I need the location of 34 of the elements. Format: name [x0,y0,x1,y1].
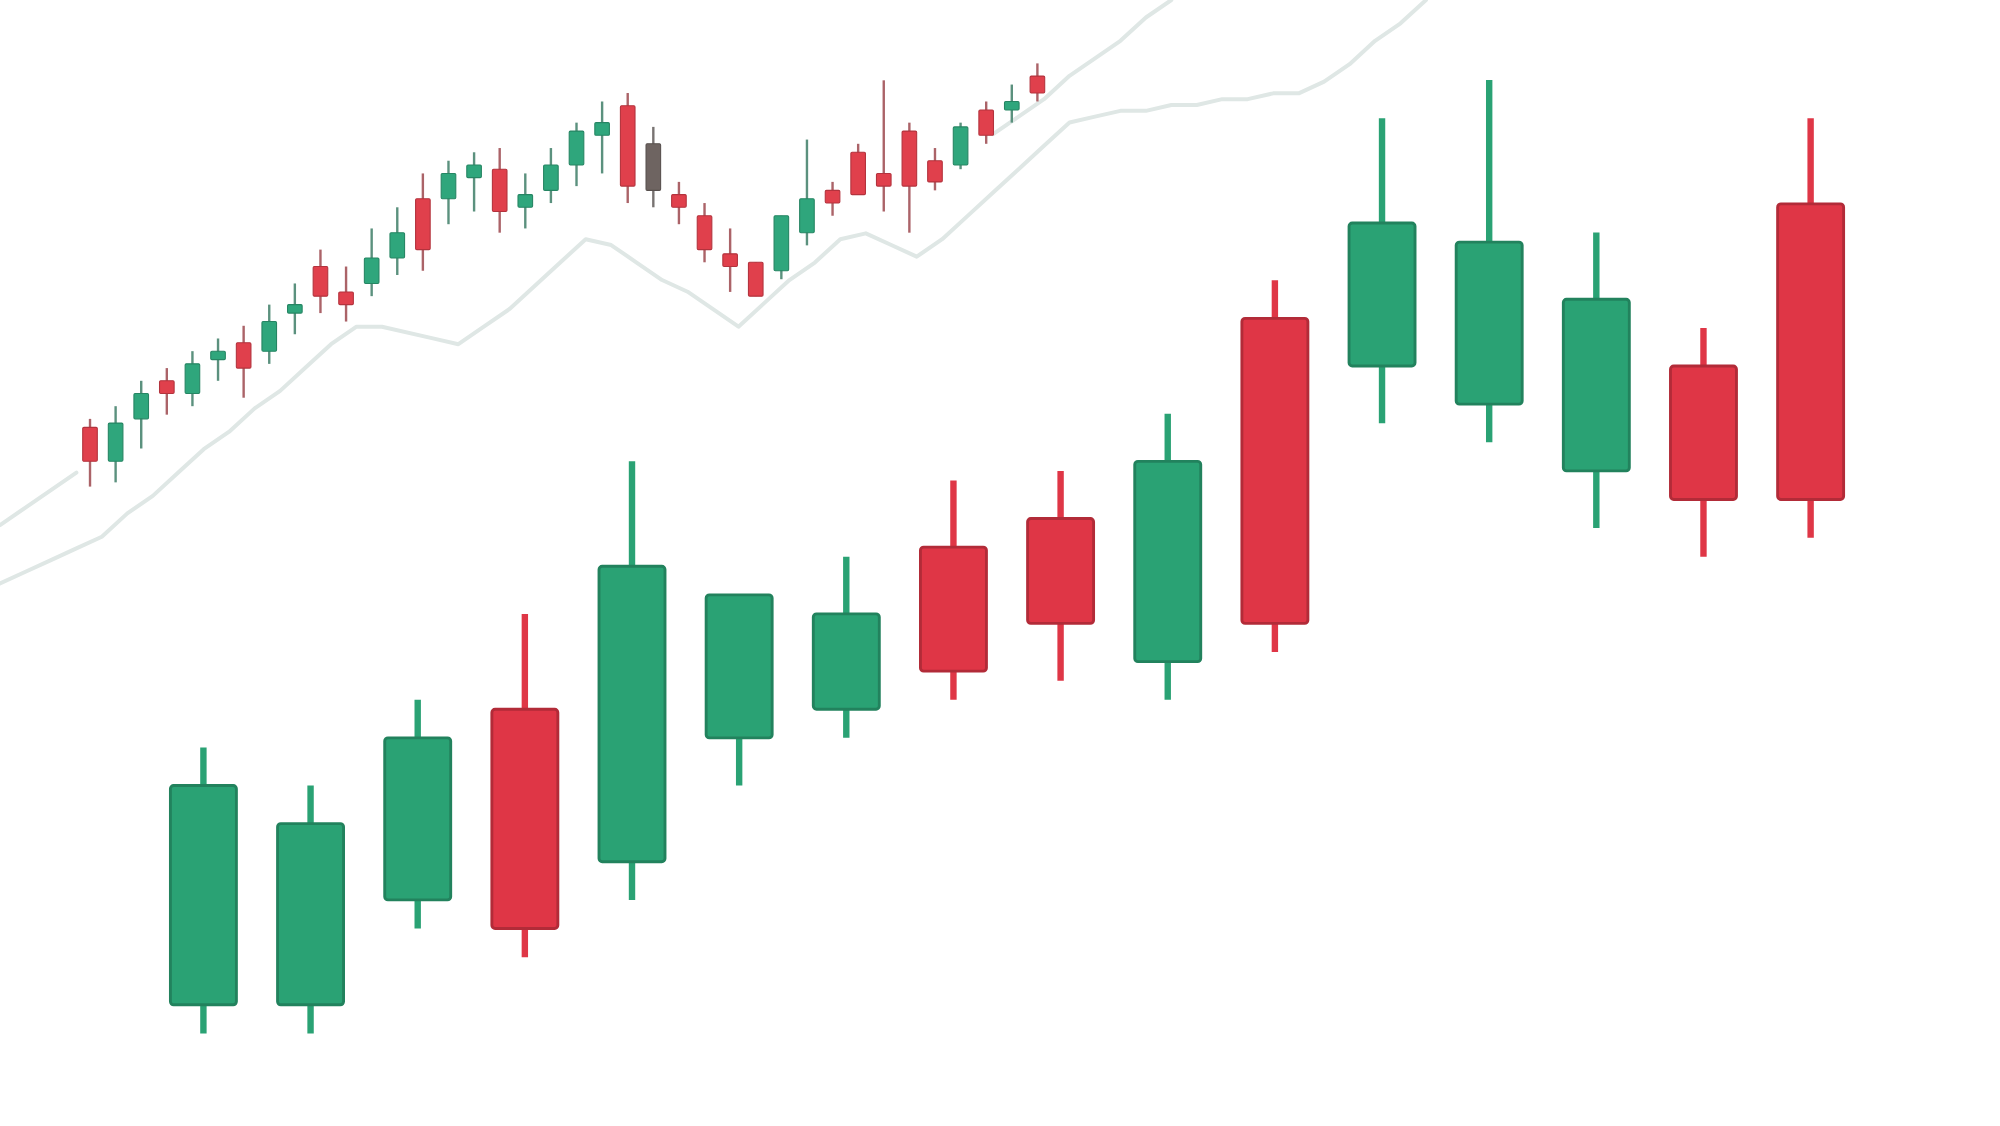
candlestick [287,282,303,336]
candlestick [1029,62,1046,103]
candlestick [696,201,713,264]
candlestick [568,121,585,188]
candlestick [389,206,406,277]
candlestick [824,180,841,217]
candlestick [466,151,482,213]
candlestick [543,146,559,205]
candlestick [747,261,764,298]
candlestick [235,324,252,399]
candlestick [799,138,815,247]
candlestick [927,146,943,192]
candlestick [158,366,175,416]
candlestick [850,142,866,196]
candlestick [875,79,892,213]
candlestick [978,100,995,145]
candlestick [594,100,610,175]
candlestick [517,172,534,230]
candlestick [645,125,662,209]
candlestick [133,379,150,450]
candlestick [671,180,687,226]
candlestick [261,303,278,366]
candlestick [1003,83,1020,124]
candlestick [312,248,329,315]
candlestick [338,265,354,323]
candlestick [363,227,380,298]
candlestick [184,349,201,408]
candlestick [82,417,98,488]
candlestick [210,337,226,382]
candlestick [491,146,508,234]
candlestick [440,159,457,226]
candlestick [722,227,738,294]
candlestick [952,121,969,171]
candlestick [107,404,124,484]
